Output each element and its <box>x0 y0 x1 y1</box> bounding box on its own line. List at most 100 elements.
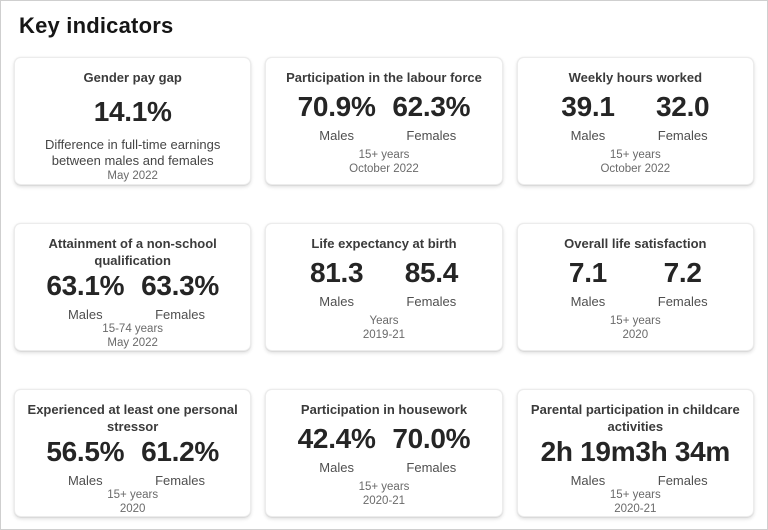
males-label: Males <box>319 460 354 476</box>
females-value: 85.4 <box>404 257 459 289</box>
footnote-date: 2020 <box>119 502 146 515</box>
footnote-date: 2019-21 <box>362 329 406 341</box>
card-title: Participation in housework <box>300 402 468 417</box>
females-column: 62.3% Females <box>384 91 479 143</box>
card-title: Attainment of a non-school qualification <box>48 236 217 268</box>
females-value: 62.3% <box>392 91 471 123</box>
females-value: 7.2 <box>663 257 702 289</box>
males-value: 7.1 <box>568 257 607 289</box>
card-footnotes: 15+ years 2020-21 <box>276 480 491 508</box>
footnote-unit: Years <box>369 315 399 327</box>
males-column: 81.3 Males <box>289 257 384 309</box>
card-values: 2h 19m Males 3h 34m Females <box>528 436 743 488</box>
females-column: 85.4 Females <box>384 257 479 309</box>
females-column: 3h 34m Females <box>635 436 730 488</box>
males-value: 70.9% <box>297 91 376 123</box>
cards-grid: Gender pay gap 14.1% Difference in full-… <box>14 57 754 517</box>
gender-pay-gap-value: 14.1% <box>93 95 172 127</box>
males-label: Males <box>67 306 103 322</box>
females-label: Females <box>657 294 708 310</box>
card-footnotes: 15+ years October 2022 <box>276 148 491 176</box>
females-value: 61.2% <box>141 435 219 467</box>
card-footnotes: May 2022 <box>25 169 240 183</box>
males-label: Males <box>319 294 354 310</box>
card-housework-participation: Participation in housework 42.4% Males 7… <box>265 389 503 517</box>
card-values: 7.1 Males 7.2 Females <box>528 253 743 314</box>
females-column: 63.3% Females <box>133 270 228 322</box>
females-label: Females <box>657 128 708 144</box>
females-value: 63.3% <box>141 269 219 301</box>
females-label: Females <box>406 294 457 310</box>
card-footnotes: 15+ years 2020 <box>528 314 743 342</box>
card-footnotes: 15+ years 2020-21 <box>528 488 743 516</box>
females-column: 7.2 Females <box>635 257 730 309</box>
footnote-age: 15+ years <box>358 149 410 161</box>
males-column: 70.9% Males <box>289 91 384 143</box>
card-values: 63.1% Males 63.3% Females <box>25 270 240 322</box>
card-footnotes: 15+ years October 2022 <box>528 148 743 176</box>
males-value: 2h 19m <box>540 435 636 467</box>
females-column: 32.0 Females <box>635 91 730 143</box>
footnote-age: 15+ years <box>358 481 410 493</box>
females-value: 70.0% <box>392 423 471 455</box>
females-label: Females <box>657 472 708 488</box>
footnote-date: May 2022 <box>107 336 158 349</box>
page-title: Key indicators <box>19 13 174 38</box>
card-childcare-participation: Parental participation in childcare acti… <box>516 389 754 517</box>
card-life-satisfaction: Overall life satisfaction 7.1 Males 7.2 … <box>516 223 754 351</box>
card-title: Weekly hours worked <box>568 70 703 85</box>
females-label: Females <box>155 306 205 322</box>
card-values: 42.4% Males 70.0% Females <box>276 419 491 480</box>
card-labour-force-participation: Participation in the labour force 70.9% … <box>265 57 503 185</box>
males-column: 2h 19m Males <box>541 436 636 488</box>
card-values: 39.1 Males 32.0 Females <box>528 87 743 148</box>
males-label: Males <box>570 294 606 310</box>
card-non-school-qualification: Attainment of a non-school qualification… <box>14 223 252 351</box>
males-column: 42.4% Males <box>289 423 384 475</box>
card-footnotes: 15-74 years May 2022 <box>25 322 240 350</box>
females-label: Females <box>155 472 205 488</box>
females-column: 61.2% Females <box>133 436 228 488</box>
card-description: Difference in full-time earnings between… <box>44 136 221 169</box>
footnote-age: 15+ years <box>107 488 159 501</box>
males-value: 81.3 <box>309 257 364 289</box>
card-title: Gender pay gap <box>83 70 182 85</box>
footnote-age: 15+ years <box>609 149 661 161</box>
card-weekly-hours-worked: Weekly hours worked 39.1 Males 32.0 Fema… <box>516 57 754 185</box>
card-values: 56.5% Males 61.2% Females <box>25 436 240 488</box>
footnote-date: May 2022 <box>107 170 158 183</box>
footnote-date: 2020-21 <box>362 495 406 507</box>
card-gender-pay-gap: Gender pay gap 14.1% Difference in full-… <box>14 57 252 185</box>
footnote-date: October 2022 <box>349 163 419 175</box>
males-value: 39.1 <box>561 91 615 123</box>
males-value: 63.1% <box>46 269 125 301</box>
females-label: Females <box>406 128 457 144</box>
card-personal-stressor: Experienced at least one personal stress… <box>14 389 252 517</box>
card-title: Life expectancy at birth <box>311 236 457 251</box>
males-value: 56.5% <box>46 435 125 467</box>
males-column: 7.1 Males <box>541 257 636 309</box>
card-title: Overall life satisfaction <box>564 236 707 251</box>
males-label: Males <box>319 128 354 144</box>
footnote-date: 2020 <box>622 329 649 341</box>
card-title: Experienced at least one personal stress… <box>27 402 238 434</box>
males-label: Males <box>570 472 606 488</box>
footnote-age: 15+ years <box>609 488 661 501</box>
females-label: Females <box>406 460 457 476</box>
females-value: 3h 34m <box>635 435 731 467</box>
males-column: 63.1% Males <box>38 270 133 322</box>
card-values: 70.9% Males 62.3% Females <box>276 87 491 148</box>
males-value: 42.4% <box>297 423 376 455</box>
card-values: 81.3 Males 85.4 Females <box>276 253 491 314</box>
card-life-expectancy: Life expectancy at birth 81.3 Males 85.4… <box>265 223 503 351</box>
males-label: Males <box>67 472 103 488</box>
card-title: Participation in the labour force <box>286 70 482 85</box>
card-footnotes: Years 2019-21 <box>276 314 491 342</box>
footnote-age: 15-74 years <box>102 322 164 335</box>
footnote-date: 2020-21 <box>614 502 657 515</box>
card-title: Parental participation in childcare acti… <box>530 402 740 434</box>
footnote-age: 15+ years <box>609 315 661 327</box>
card-footnotes: 15+ years 2020 <box>25 488 240 516</box>
females-column: 70.0% Females <box>384 423 479 475</box>
